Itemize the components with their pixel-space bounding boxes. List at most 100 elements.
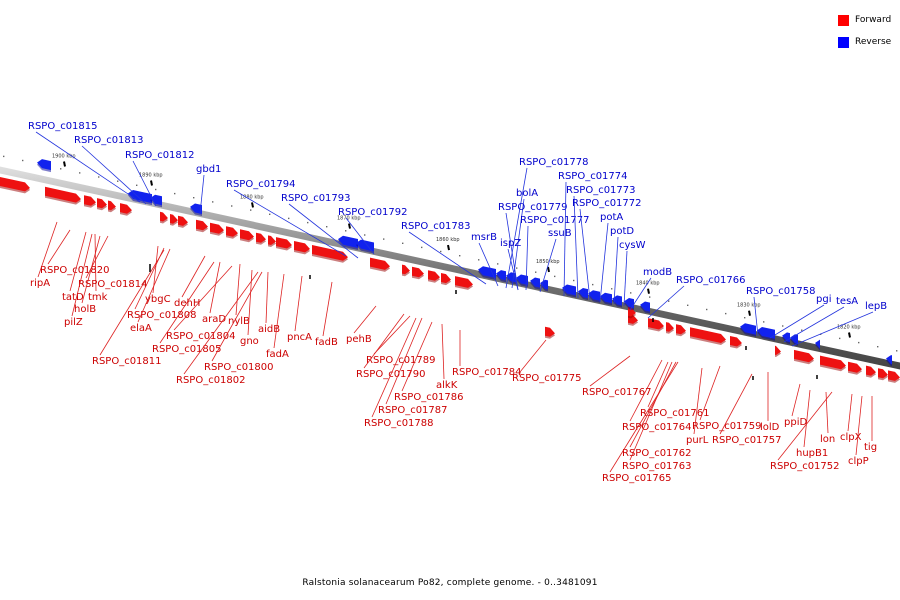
gene-label[interactable]: RSPO_c01805 xyxy=(152,344,222,355)
gene-label[interactable]: RSPO_c01812 xyxy=(125,150,195,161)
gene-label[interactable]: RSPO_c01784 xyxy=(452,367,522,378)
forward-gene-arrow[interactable] xyxy=(441,273,451,284)
gene-label[interactable]: cysW xyxy=(619,240,646,251)
gene-label[interactable]: tig xyxy=(864,442,877,453)
gene-label[interactable]: gbd1 xyxy=(196,164,221,175)
reverse-gene-arrow[interactable] xyxy=(562,284,576,296)
forward-gene-arrow[interactable] xyxy=(428,270,440,281)
forward-gene-arrow[interactable] xyxy=(402,264,410,275)
gene-label[interactable]: pilZ xyxy=(64,317,83,328)
forward-gene-arrow[interactable] xyxy=(412,266,424,278)
gene-label[interactable]: RSPO_c01773 xyxy=(566,185,636,196)
gene-label[interactable]: RSPO_c01767 xyxy=(582,387,652,398)
reverse-gene-arrow[interactable] xyxy=(790,334,798,344)
gene-label[interactable]: fadB xyxy=(315,337,338,348)
forward-gene-arrow[interactable] xyxy=(676,324,686,335)
forward-gene-arrow[interactable] xyxy=(294,241,310,253)
gene-label[interactable]: RSPO_c01804 xyxy=(166,331,236,342)
gene-label[interactable]: msrB xyxy=(471,232,497,243)
gene-label[interactable]: RSPO_c01786 xyxy=(394,392,464,403)
gene-label[interactable]: RSPO_c01758 xyxy=(746,286,816,297)
reverse-gene-arrow[interactable] xyxy=(624,298,634,309)
forward-gene-arrow[interactable] xyxy=(196,219,208,231)
reverse-gene-arrow[interactable] xyxy=(578,288,588,299)
gene-label[interactable]: lolD xyxy=(760,422,780,433)
reverse-gene-arrow[interactable] xyxy=(540,279,548,290)
reverse-gene-arrow[interactable] xyxy=(815,339,820,349)
gene-label[interactable]: RSPO_c01779 xyxy=(498,202,568,213)
gene-label[interactable]: RSPO_c01808 xyxy=(127,310,197,321)
gene-label[interactable]: gno xyxy=(240,336,259,347)
gene-label[interactable]: ybgC xyxy=(145,294,171,305)
gene-label[interactable]: ispZ xyxy=(500,238,521,249)
forward-gene-arrow[interactable] xyxy=(178,215,188,226)
gene-label[interactable]: RSPO_c01815 xyxy=(28,121,98,132)
gene-label[interactable]: modB xyxy=(643,267,672,278)
forward-gene-arrow[interactable] xyxy=(170,214,178,224)
reverse-gene-arrow[interactable] xyxy=(530,277,540,288)
gene-label[interactable]: tatD xyxy=(62,292,84,303)
gene-label[interactable]: lon xyxy=(820,434,835,445)
gene-label[interactable]: potA xyxy=(600,212,623,223)
gene-label[interactable]: ssuB xyxy=(548,228,572,239)
gene-label[interactable]: RSPO_c01802 xyxy=(176,375,246,386)
forward-gene-arrow[interactable] xyxy=(690,327,726,343)
gene-label[interactable]: araD xyxy=(202,314,226,325)
reverse-gene-arrow[interactable] xyxy=(190,203,202,215)
gene-label[interactable]: RSPO_c01789 xyxy=(366,355,436,366)
forward-gene-arrow[interactable] xyxy=(210,222,224,234)
gene-label[interactable]: bolA xyxy=(516,188,538,199)
gene-label[interactable]: RSPO_c01800 xyxy=(204,362,274,373)
reverse-gene-arrow[interactable] xyxy=(37,159,51,171)
gene-label[interactable]: alkK xyxy=(436,380,458,391)
reverse-gene-arrow[interactable] xyxy=(600,292,612,304)
gene-label[interactable]: RSPO_c01814 xyxy=(78,279,148,290)
gene-label[interactable]: pehB xyxy=(346,334,372,345)
gene-label[interactable]: RSPO_c01792 xyxy=(338,207,408,218)
gene-label[interactable]: RSPO_c01766 xyxy=(676,275,746,286)
gene-label[interactable]: RSPO_c01788 xyxy=(364,418,434,429)
forward-gene-arrow[interactable] xyxy=(866,365,876,376)
gene-label[interactable]: holB xyxy=(74,304,96,315)
gene-label[interactable]: hupB1 xyxy=(796,448,828,459)
gene-label[interactable]: clpP xyxy=(848,456,869,467)
reverse-gene-arrow[interactable] xyxy=(740,323,756,335)
reverse-gene-arrow[interactable] xyxy=(496,270,506,281)
gene-label[interactable]: RSPO_c01762 xyxy=(622,448,692,459)
gene-label[interactable]: aidB xyxy=(258,324,280,335)
forward-gene-arrow[interactable] xyxy=(848,361,862,373)
forward-gene-arrow[interactable] xyxy=(160,211,168,222)
reverse-gene-arrow[interactable] xyxy=(886,355,892,365)
gene-label[interactable]: nylB xyxy=(228,316,250,327)
forward-gene-arrow[interactable] xyxy=(240,229,254,241)
forward-gene-arrow[interactable] xyxy=(455,276,473,288)
gene-label[interactable]: ppiD xyxy=(784,417,807,428)
reverse-gene-arrow[interactable] xyxy=(478,266,496,278)
reverse-gene-arrow[interactable] xyxy=(338,235,358,248)
forward-gene-arrow[interactable] xyxy=(545,326,555,337)
gene-label[interactable]: RSPO_c01813 xyxy=(74,135,144,146)
forward-gene-arrow[interactable] xyxy=(108,200,116,211)
gene-label[interactable]: RSPO_c01775 xyxy=(512,373,582,384)
forward-gene-arrow[interactable] xyxy=(370,257,390,270)
forward-gene-arrow[interactable] xyxy=(84,195,96,206)
gene-label[interactable]: RSPO_c01778 xyxy=(519,157,589,168)
gene-label[interactable]: purL xyxy=(686,435,709,446)
forward-gene-arrow[interactable] xyxy=(256,232,266,243)
forward-gene-arrow[interactable] xyxy=(0,177,30,192)
gene-label[interactable]: RSPO_c01783 xyxy=(401,221,471,232)
forward-gene-arrow[interactable] xyxy=(888,370,900,381)
gene-label[interactable]: RSPO_c01759 xyxy=(692,421,762,432)
reverse-gene-arrow[interactable] xyxy=(588,290,600,301)
gene-label[interactable]: RSPO_c01787 xyxy=(378,405,448,416)
gene-label[interactable]: RSPO_c01765 xyxy=(602,473,672,484)
gene-label[interactable]: RSPO_c01761 xyxy=(640,408,710,419)
gene-label[interactable]: ripA xyxy=(30,278,50,289)
gene-label[interactable]: RSPO_c01757 xyxy=(712,435,782,446)
gene-label[interactable]: RSPO_c01820 xyxy=(40,265,110,276)
forward-gene-arrow[interactable] xyxy=(666,322,674,332)
gene-label[interactable]: fadA xyxy=(266,349,289,360)
reverse-gene-arrow[interactable] xyxy=(516,274,528,286)
gene-label[interactable]: tesA xyxy=(836,296,858,307)
gene-label[interactable]: potD xyxy=(610,226,634,237)
